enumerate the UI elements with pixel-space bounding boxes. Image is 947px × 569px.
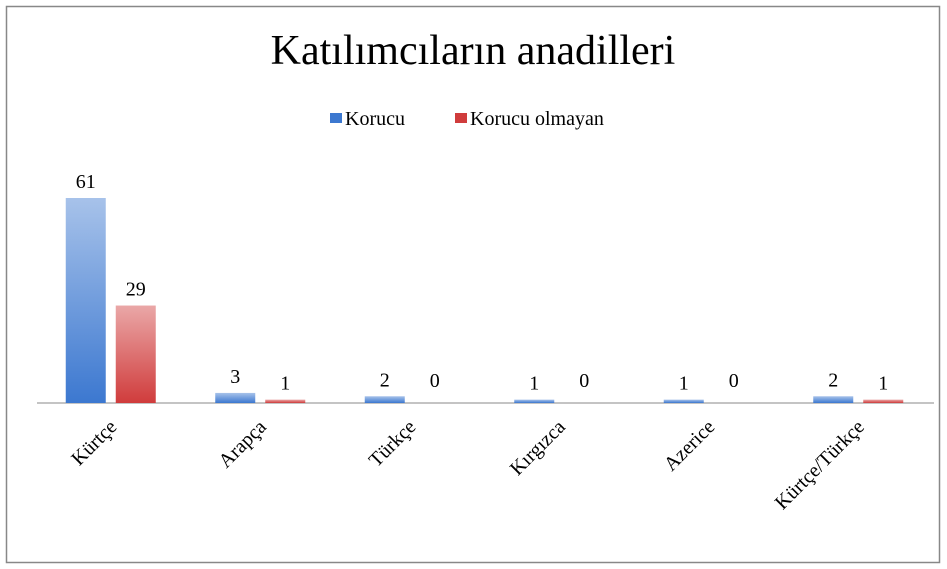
bar bbox=[663, 399, 704, 403]
value-label: 0 bbox=[729, 370, 739, 392]
value-label: 1 bbox=[878, 373, 888, 395]
value-label: 2 bbox=[380, 369, 390, 391]
value-label: 2 bbox=[828, 369, 838, 391]
legend-label: Korucu olmayan bbox=[470, 108, 604, 130]
value-label: 1 bbox=[679, 373, 689, 395]
bar bbox=[215, 392, 256, 403]
value-label: 1 bbox=[529, 373, 539, 395]
value-label: 61 bbox=[76, 171, 96, 193]
chart-title: Katılımcıların anadilleri bbox=[271, 28, 676, 74]
value-label: 0 bbox=[430, 370, 440, 392]
bar bbox=[364, 396, 405, 403]
value-label: 29 bbox=[126, 279, 146, 301]
value-label: 0 bbox=[579, 370, 589, 392]
bar bbox=[514, 399, 555, 403]
chart-frame bbox=[5, 5, 941, 564]
bar bbox=[65, 198, 106, 403]
bar bbox=[863, 399, 904, 403]
value-label: 1 bbox=[280, 373, 290, 395]
legend-swatch bbox=[455, 113, 467, 123]
legend-swatch bbox=[330, 113, 342, 123]
value-label: 3 bbox=[230, 366, 240, 388]
bar bbox=[265, 399, 306, 403]
bar bbox=[115, 305, 156, 403]
legend-label: Korucu bbox=[345, 108, 405, 130]
bar bbox=[813, 396, 854, 403]
